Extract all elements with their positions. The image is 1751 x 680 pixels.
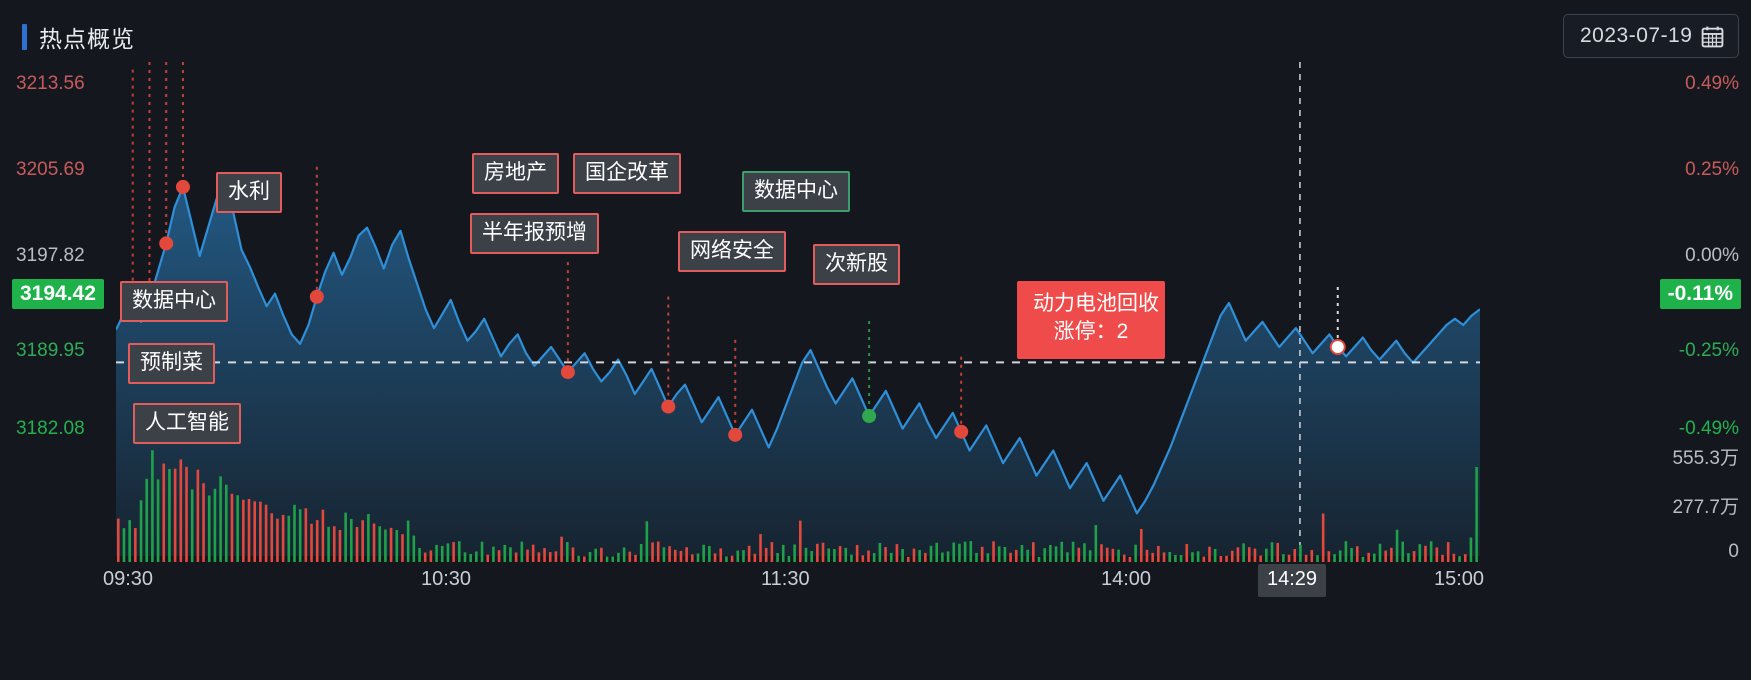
x-axis-tick-3: 14:00 (1101, 568, 1151, 591)
right-axis-tick-3: -0.25% (1679, 340, 1739, 362)
x-axis-tick-0: 09:30 (103, 568, 153, 591)
volume-chart-svg (116, 440, 1480, 562)
left-current-value-badge: 3194.42 (12, 279, 104, 309)
page-header: 热点概览 2023-07-19 (0, 0, 1751, 64)
left-axis-tick-0: 3213.56 (16, 73, 85, 95)
volume-axis-tick-0: 555.3万 (1672, 443, 1739, 470)
title-accent-bar (22, 24, 27, 50)
volume-bars (117, 450, 1478, 562)
tooltip-line-2: 涨停：2 (1033, 318, 1149, 346)
crosshair-time-badge: 14:29 (1258, 564, 1326, 597)
left-axis-tick-2: 3197.82 (16, 245, 85, 267)
volume-axis-tick-2: 0 (1728, 541, 1739, 563)
annotation-cixingu[interactable]: 次新股 (813, 244, 900, 285)
annotation-wangluoanquan[interactable]: 网络安全 (678, 231, 786, 272)
annotation-banniianbao[interactable]: 半年报预增 (470, 213, 599, 254)
left-axis-tick-1: 3205.69 (16, 159, 85, 181)
date-picker-value: 2023-07-19 (1580, 24, 1692, 48)
right-axis-tick-0: 0.49% (1685, 73, 1739, 95)
date-picker[interactable]: 2023-07-19 (1563, 14, 1739, 58)
left-axis-tick-3: 3189.95 (16, 340, 85, 362)
annotation-shujuzhongxin-2[interactable]: 数据中心 (742, 171, 850, 212)
hotspot-overview-page: 热点概览 2023-07-19 3213.56 3205.69 31 (0, 0, 1751, 680)
annotation-guoqigaige[interactable]: 国企改革 (573, 153, 681, 194)
annotation-rengongzhineng[interactable]: 人工智能 (133, 403, 241, 444)
page-title-text: 热点概览 (39, 20, 135, 54)
left-axis-tick-4: 3182.08 (16, 418, 85, 440)
right-axis-tick-2: 0.00% (1685, 245, 1739, 267)
right-axis-tick-4: -0.49% (1679, 418, 1739, 440)
tooltip-line-1: 动力电池回收 (1033, 290, 1149, 318)
page-title: 热点概览 (22, 20, 135, 54)
volume-chart[interactable] (116, 440, 1480, 562)
annotation-fangdichan[interactable]: 房地产 (472, 153, 559, 194)
calendar-icon (1700, 24, 1725, 49)
annotation-shuili[interactable]: 水利 (216, 172, 282, 213)
annotation-shujuzhongxin[interactable]: 数据中心 (120, 281, 228, 322)
x-axis-tick-1: 10:30 (421, 568, 471, 591)
x-axis-tick-2: 11:30 (761, 568, 810, 591)
annotation-yuzhicai[interactable]: 预制菜 (128, 343, 215, 384)
x-axis-tick-4: 15:00 (1434, 568, 1484, 591)
right-axis-tick-1: 0.25% (1685, 159, 1739, 181)
hover-tooltip: 动力电池回收 涨停：2 (1017, 281, 1165, 359)
right-current-value-badge: -0.11% (1660, 279, 1741, 309)
volume-axis-tick-1: 277.7万 (1672, 492, 1739, 519)
